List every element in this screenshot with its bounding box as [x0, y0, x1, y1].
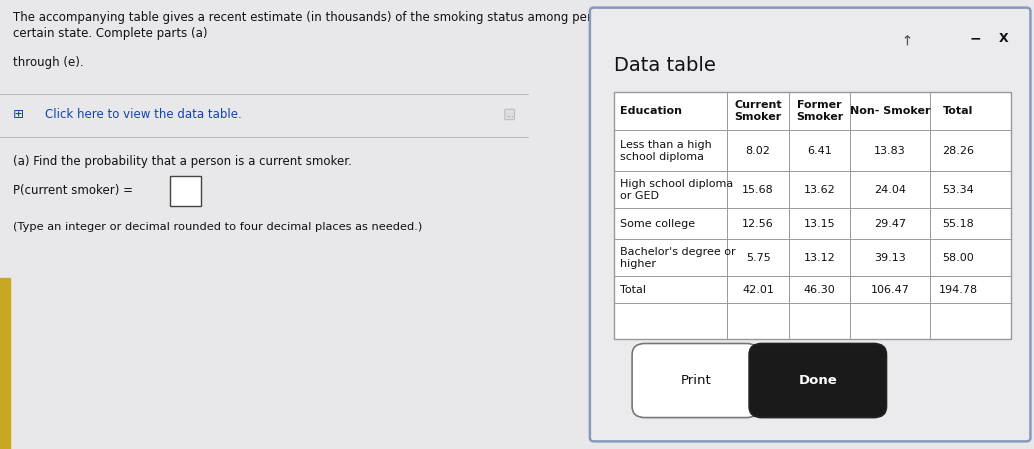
- Text: X: X: [999, 32, 1008, 44]
- FancyBboxPatch shape: [589, 8, 1031, 441]
- FancyBboxPatch shape: [632, 343, 759, 418]
- Text: 15.68: 15.68: [742, 185, 774, 194]
- Text: 46.30: 46.30: [803, 285, 835, 295]
- Text: 28.26: 28.26: [943, 145, 974, 156]
- Text: 106.47: 106.47: [871, 285, 910, 295]
- Text: 13.12: 13.12: [803, 252, 835, 263]
- Text: Total: Total: [943, 106, 974, 116]
- Text: Total: Total: [620, 285, 646, 295]
- Text: 39.13: 39.13: [874, 252, 906, 263]
- Text: High school diploma
or GED: High school diploma or GED: [620, 179, 734, 201]
- Text: Former
Smoker: Former Smoker: [796, 100, 844, 122]
- Text: 194.78: 194.78: [939, 285, 978, 295]
- Text: −: −: [970, 31, 981, 45]
- Text: P(current smoker) =: P(current smoker) =: [13, 185, 133, 197]
- Text: Print: Print: [680, 374, 711, 387]
- Text: 13.15: 13.15: [803, 219, 835, 229]
- Text: 12.56: 12.56: [742, 219, 774, 229]
- Text: ⊞: ⊞: [13, 108, 25, 121]
- Text: 13.62: 13.62: [803, 185, 835, 194]
- Bar: [614, 92, 1011, 339]
- Text: 13.83: 13.83: [874, 145, 906, 156]
- Text: 55.18: 55.18: [943, 219, 974, 229]
- Text: Education: Education: [620, 106, 682, 116]
- Text: (Type an integer or decimal rounded to four decimal places as needed.): (Type an integer or decimal rounded to f…: [13, 222, 423, 232]
- Text: Data table: Data table: [614, 56, 717, 75]
- Text: 8.02: 8.02: [746, 145, 770, 156]
- Text: 42.01: 42.01: [742, 285, 774, 295]
- Text: 6.41: 6.41: [808, 145, 832, 156]
- Text: Non- Smoker: Non- Smoker: [850, 106, 931, 116]
- Text: (a) Find the probability that a person is a current smoker.: (a) Find the probability that a person i…: [13, 155, 353, 168]
- Text: 29.47: 29.47: [874, 219, 906, 229]
- Text: The accompanying table gives a recent estimate (in thousands) of the smoking sta: The accompanying table gives a recent es…: [13, 11, 1011, 40]
- Text: Current
Smoker: Current Smoker: [734, 100, 782, 122]
- FancyBboxPatch shape: [749, 343, 886, 418]
- Text: 58.00: 58.00: [943, 252, 974, 263]
- Bar: [0, 278, 9, 449]
- Text: ↖: ↖: [896, 31, 915, 49]
- Text: Less than a high
school diploma: Less than a high school diploma: [620, 140, 712, 162]
- Text: 53.34: 53.34: [943, 185, 974, 194]
- Text: Bachelor's degree or
higher: Bachelor's degree or higher: [620, 247, 736, 269]
- FancyBboxPatch shape: [171, 176, 202, 206]
- Text: ...: ...: [506, 110, 514, 119]
- Text: 5.75: 5.75: [746, 252, 770, 263]
- Text: 24.04: 24.04: [874, 185, 906, 194]
- Text: through (e).: through (e).: [13, 56, 84, 69]
- Text: Done: Done: [798, 374, 838, 387]
- Text: Some college: Some college: [620, 219, 696, 229]
- Text: Click here to view the data table.: Click here to view the data table.: [45, 108, 242, 121]
